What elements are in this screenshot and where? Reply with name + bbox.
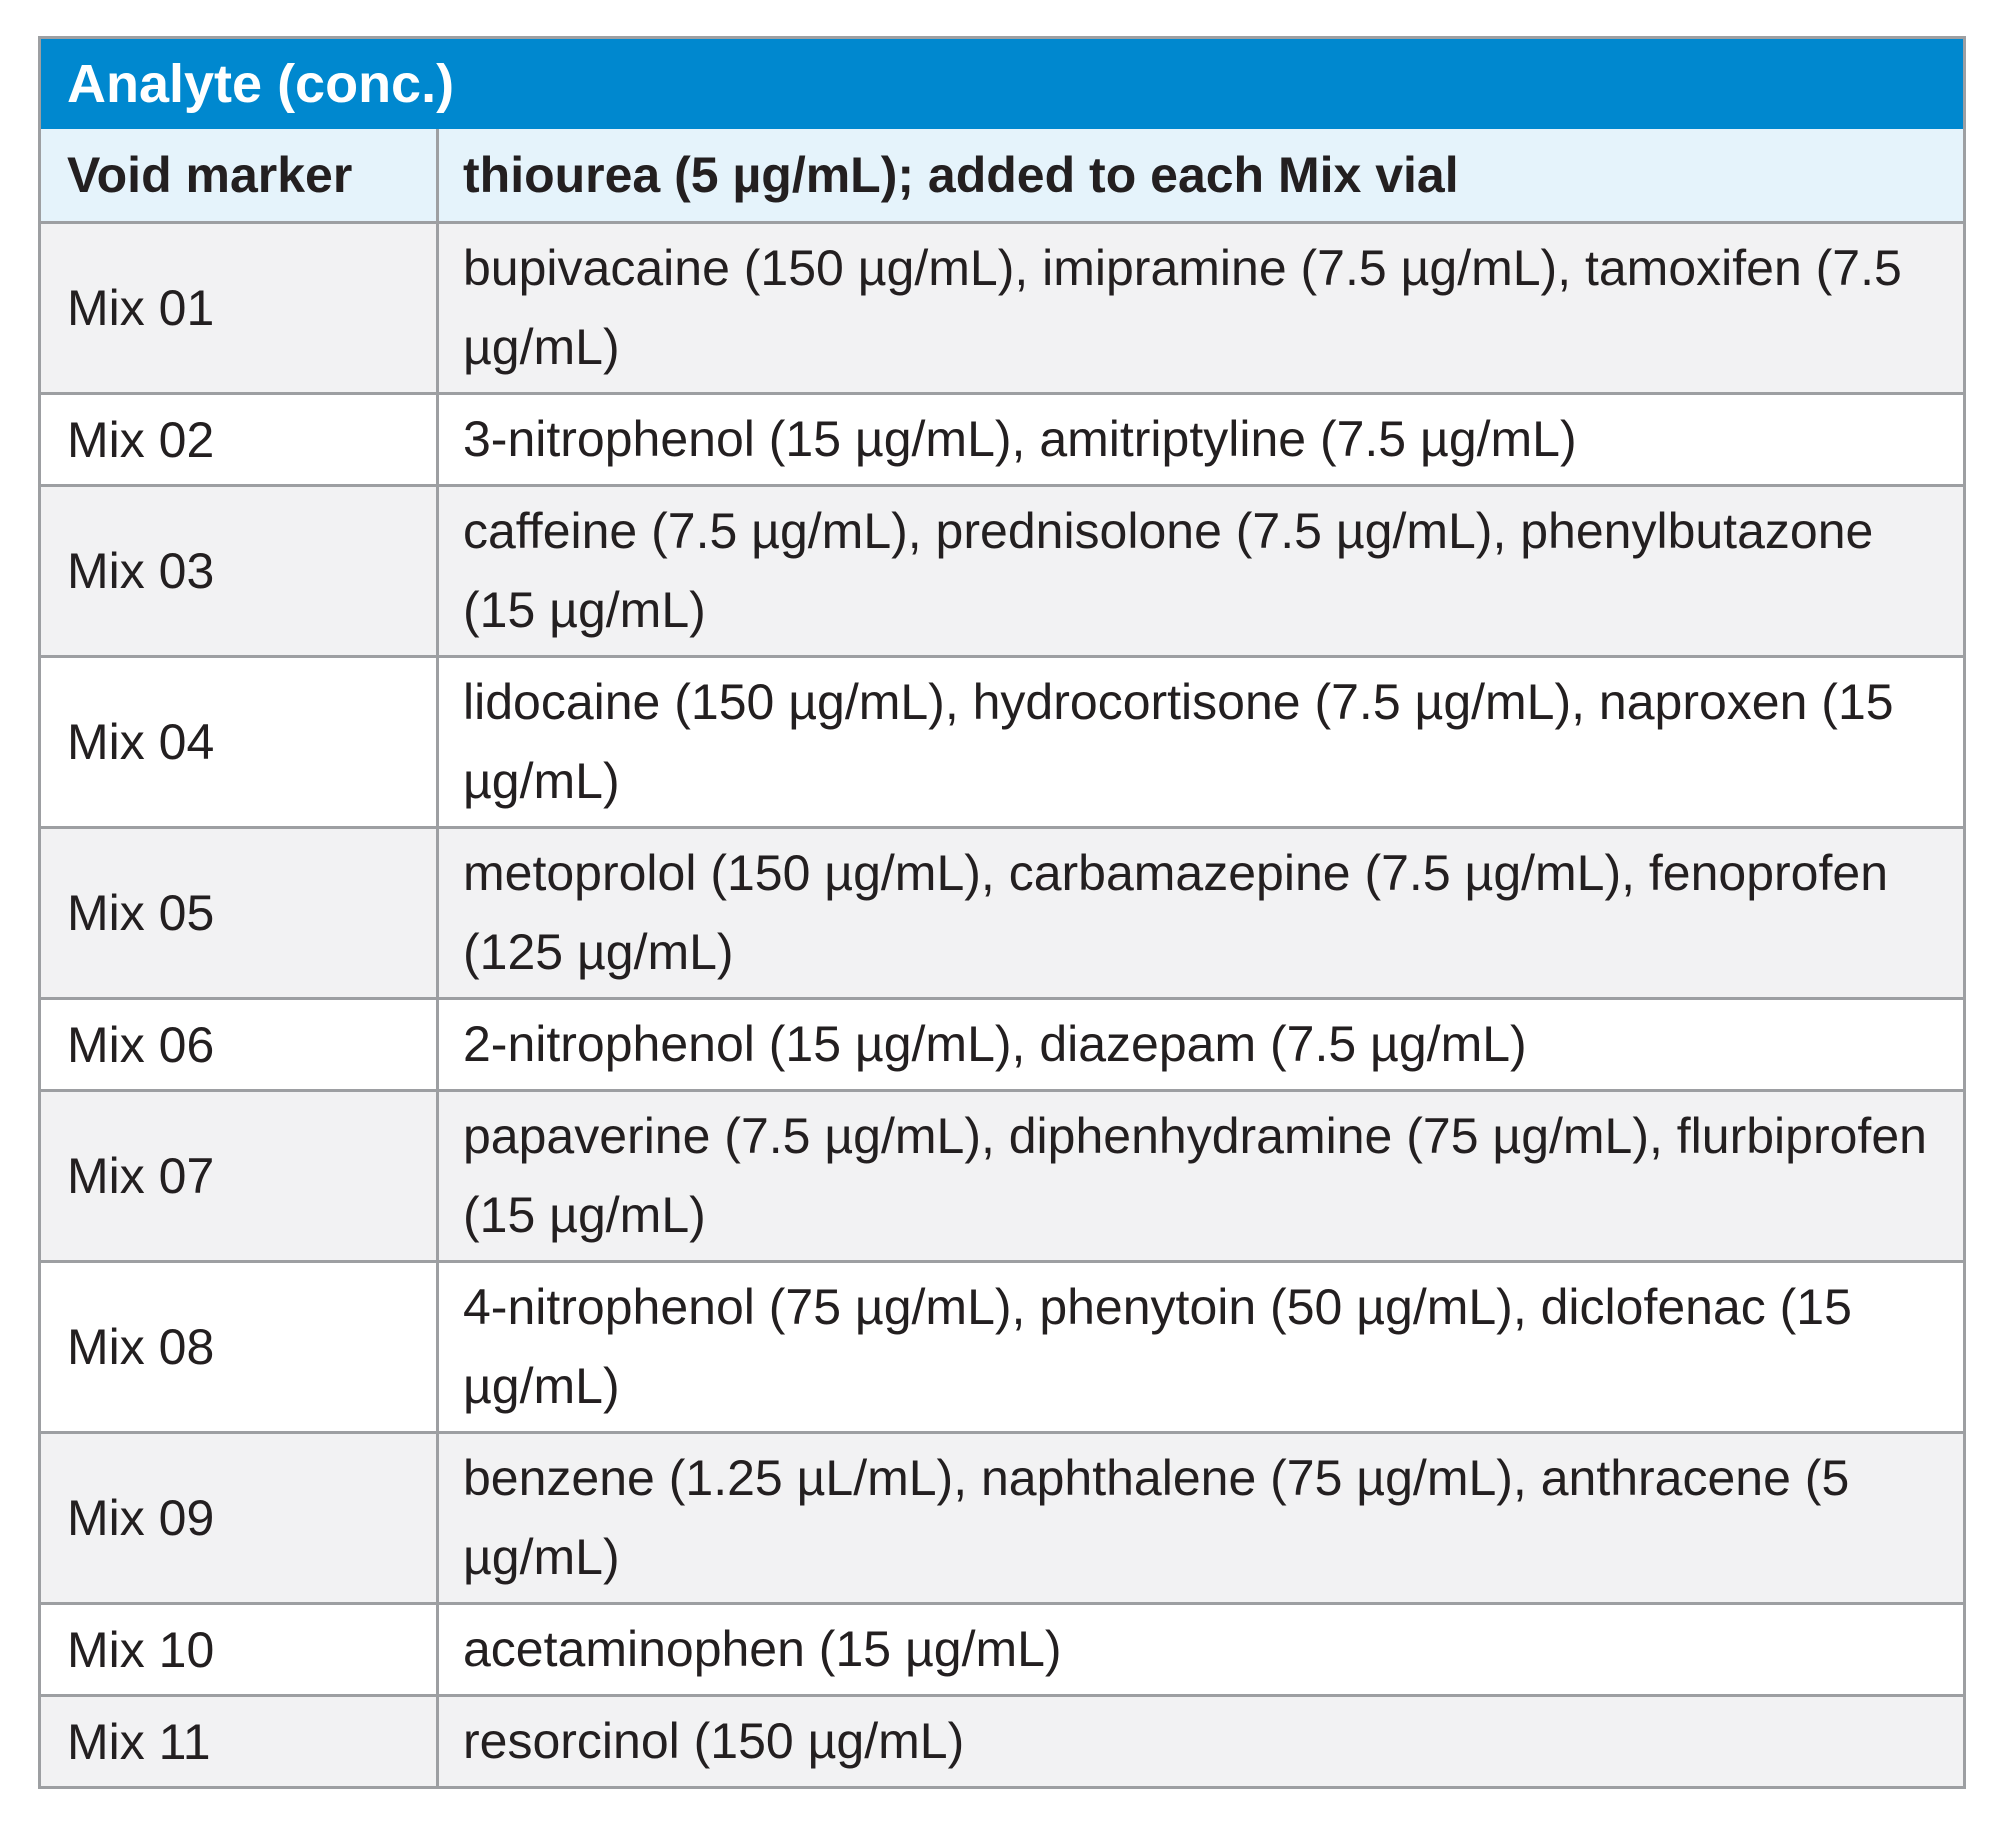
void-marker-label: Void marker	[41, 129, 439, 221]
table-title: Analyte (conc.)	[41, 39, 1963, 129]
mix-analytes: caffeine (7.5 µg/mL), prednisolone (7.5 …	[463, 503, 1874, 638]
mix-analytes: 4-nitrophenol (75 µg/mL), phenytoin (50 …	[463, 1279, 1852, 1414]
table-row: Mix 02 3-nitrophenol (15 µg/mL), amitrip…	[41, 392, 1963, 484]
table-row: Mix 03 caffeine (7.5 µg/mL), prednisolon…	[41, 484, 1963, 655]
table-row: Mix 05 metoprolol (150 µg/mL), carbamaze…	[41, 826, 1963, 997]
table-row: Mix 10 acetaminophen (15 µg/mL)	[41, 1602, 1963, 1694]
mix-analytes: benzene (1.25 µL/mL), naphthalene (75 µg…	[463, 1450, 1850, 1585]
mix-label: Mix 03	[41, 487, 439, 655]
mix-analytes: 2-nitrophenol (15 µg/mL), diazepam (7.5 …	[463, 1016, 1527, 1072]
mix-label: Mix 02	[41, 395, 439, 484]
mix-label: Mix 01	[41, 224, 439, 392]
mix-label: Mix 11	[41, 1697, 439, 1786]
mix-analytes: 3-nitrophenol (15 µg/mL), amitriptyline …	[463, 411, 1577, 467]
void-marker-row: Void marker thiourea (5 µg/mL); added to…	[41, 129, 1963, 221]
table-row: Mix 04 lidocaine (150 µg/mL), hydrocorti…	[41, 655, 1963, 826]
analyte-table: Analyte (conc.) Void marker thiourea (5 …	[38, 36, 1966, 1789]
mix-label: Mix 05	[41, 829, 439, 997]
table-row: Mix 06 2-nitrophenol (15 µg/mL), diazepa…	[41, 997, 1963, 1089]
table-row: Mix 09 benzene (1.25 µL/mL), naphthalene…	[41, 1431, 1963, 1602]
mix-analytes: acetaminophen (15 µg/mL)	[463, 1621, 1062, 1677]
mix-label: Mix 06	[41, 1000, 439, 1089]
mix-analytes: lidocaine (150 µg/mL), hydrocortisone (7…	[463, 674, 1894, 809]
table-row: Mix 07 papaverine (7.5 µg/mL), diphenhyd…	[41, 1089, 1963, 1260]
mix-analytes: papaverine (7.5 µg/mL), diphenhydramine …	[463, 1108, 1927, 1243]
mix-label: Mix 04	[41, 658, 439, 826]
mix-label: Mix 08	[41, 1263, 439, 1431]
mix-label: Mix 07	[41, 1092, 439, 1260]
mix-analytes: bupivacaine (150 µg/mL), imipramine (7.5…	[463, 240, 1902, 375]
mix-analytes: resorcinol (150 µg/mL)	[463, 1713, 965, 1769]
table-row: Mix 01 bupivacaine (150 µg/mL), imiprami…	[41, 221, 1963, 392]
mix-label: Mix 10	[41, 1605, 439, 1694]
mix-analytes: metoprolol (150 µg/mL), carbamazepine (7…	[463, 845, 1888, 980]
table-row: Mix 08 4-nitrophenol (75 µg/mL), phenyto…	[41, 1260, 1963, 1431]
void-marker-value: thiourea (5 µg/mL); added to each Mix vi…	[463, 146, 1459, 203]
table-row: Mix 11 resorcinol (150 µg/mL)	[41, 1694, 1963, 1786]
mix-label: Mix 09	[41, 1434, 439, 1602]
